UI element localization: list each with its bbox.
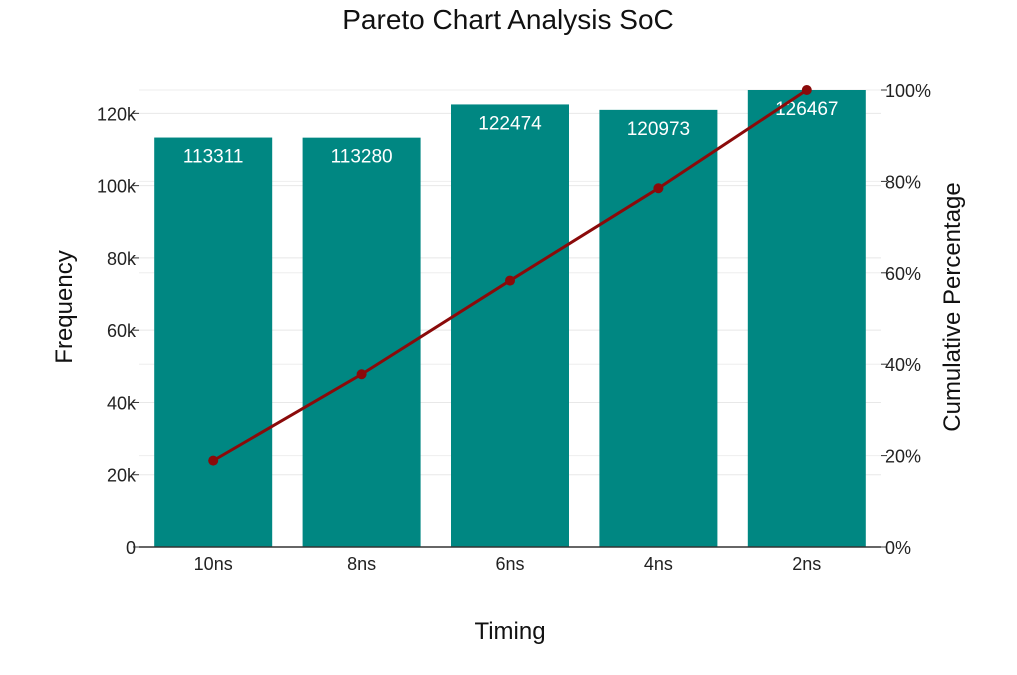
bar [747,90,866,547]
y-tick-label: 100k [97,177,137,197]
tick-labels: 0 20k 40k 60k 80k 100k 120k 0% 20% 40% 60% 80% 100% 1… [97,81,931,574]
bars [154,90,866,548]
y2-tick-label: 40% [885,355,921,375]
bar-data-label: 126467 [775,99,838,120]
y-tick-label: 0 [126,538,136,558]
bar-data-label: 113280 [331,147,393,168]
bar [451,104,569,547]
bar [599,109,718,548]
x-tick-label: 4ns [644,554,673,574]
y-axis-title: Frequency [51,250,78,363]
y2-tick-label: 80% [885,172,921,192]
x-tick-label: 8ns [347,554,376,574]
cumulative-point [505,275,515,286]
bar-data-label: 113311 [183,147,244,168]
cumulative-point [208,455,219,466]
x-tick-label: 2ns [792,554,821,574]
y2-tick-label: 0% [885,538,911,558]
chart-title: Pareto Chart Analysis SoC [342,4,674,35]
bar [154,137,273,547]
cumulative-point [801,85,812,95]
bar-data-labels: 113311 113280 122474 120973 126467 [183,99,839,168]
y2-axis-title: Cumulative Percentage [939,182,966,431]
y2-tick-label: 100% [885,81,931,101]
y2-tick-label: 60% [885,264,921,284]
cumulative-point [356,369,367,380]
y-tick-label: 40k [107,393,137,413]
bar-data-label: 120973 [627,119,690,140]
x-axis-title: Timing [474,618,545,645]
y-tick-label: 80k [107,249,137,269]
x-tick-label: 10ns [194,554,233,574]
y2-tick-label: 20% [885,447,921,467]
bar-data-label: 122474 [478,113,542,134]
bar [302,137,421,548]
y-tick-label: 60k [107,321,137,341]
cumulative-line [208,85,812,466]
cumulative-point [653,183,664,194]
y-tick-label: 120k [97,104,137,124]
x-tick-label: 6ns [495,554,524,574]
y-tick-label: 20k [107,466,137,486]
